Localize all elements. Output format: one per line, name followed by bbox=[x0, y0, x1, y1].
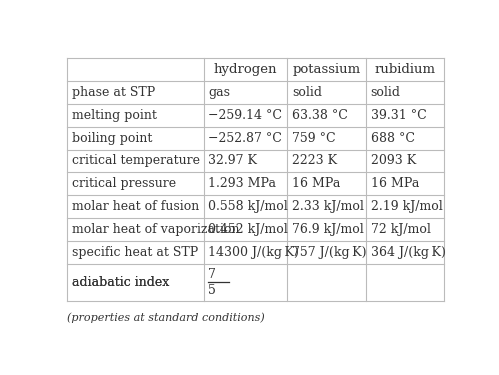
Text: 14300 J/(kg K): 14300 J/(kg K) bbox=[208, 246, 299, 259]
Text: molar heat of vaporization: molar heat of vaporization bbox=[72, 223, 239, 236]
Text: specific heat at STP: specific heat at STP bbox=[72, 246, 198, 259]
Text: 63.38 °C: 63.38 °C bbox=[292, 109, 348, 122]
Text: 2.19 kJ/mol: 2.19 kJ/mol bbox=[371, 200, 442, 213]
Text: 39.31 °C: 39.31 °C bbox=[371, 109, 426, 122]
Text: critical temperature: critical temperature bbox=[72, 154, 200, 168]
Text: critical pressure: critical pressure bbox=[72, 177, 176, 190]
Text: adiabatic index: adiabatic index bbox=[72, 276, 169, 289]
Text: potassium: potassium bbox=[292, 63, 360, 76]
Text: rubidium: rubidium bbox=[375, 63, 436, 76]
Text: (properties at standard conditions): (properties at standard conditions) bbox=[67, 313, 265, 323]
Text: −252.87 °C: −252.87 °C bbox=[208, 132, 282, 145]
Text: melting point: melting point bbox=[72, 109, 157, 122]
Text: gas: gas bbox=[208, 86, 230, 99]
Text: 2.33 kJ/mol: 2.33 kJ/mol bbox=[292, 200, 364, 213]
Text: 5: 5 bbox=[208, 284, 216, 297]
Text: 16 MPa: 16 MPa bbox=[371, 177, 419, 190]
Text: 16 MPa: 16 MPa bbox=[292, 177, 340, 190]
Text: 76.9 kJ/mol: 76.9 kJ/mol bbox=[292, 223, 364, 236]
Text: 364 J/(kg K): 364 J/(kg K) bbox=[371, 246, 446, 259]
Text: 688 °C: 688 °C bbox=[371, 132, 415, 145]
Text: 72 kJ/mol: 72 kJ/mol bbox=[371, 223, 431, 236]
Text: solid: solid bbox=[371, 86, 401, 99]
Text: 7: 7 bbox=[208, 268, 216, 280]
Text: 759 °C: 759 °C bbox=[292, 132, 336, 145]
Text: −259.14 °C: −259.14 °C bbox=[208, 109, 282, 122]
Text: 757 J/(kg K): 757 J/(kg K) bbox=[292, 246, 367, 259]
Text: 1.293 MPa: 1.293 MPa bbox=[208, 177, 276, 190]
Text: 2093 K: 2093 K bbox=[371, 154, 416, 168]
Text: adiabatic index: adiabatic index bbox=[72, 276, 169, 289]
Text: 0.452 kJ/mol: 0.452 kJ/mol bbox=[208, 223, 288, 236]
Text: boiling point: boiling point bbox=[72, 132, 152, 145]
Text: 0.558 kJ/mol: 0.558 kJ/mol bbox=[208, 200, 288, 213]
Text: 32.97 K: 32.97 K bbox=[208, 154, 257, 168]
Text: hydrogen: hydrogen bbox=[214, 63, 277, 76]
Text: solid: solid bbox=[292, 86, 322, 99]
Text: 2223 K: 2223 K bbox=[292, 154, 337, 168]
Text: molar heat of fusion: molar heat of fusion bbox=[72, 200, 199, 213]
Text: phase at STP: phase at STP bbox=[72, 86, 155, 99]
